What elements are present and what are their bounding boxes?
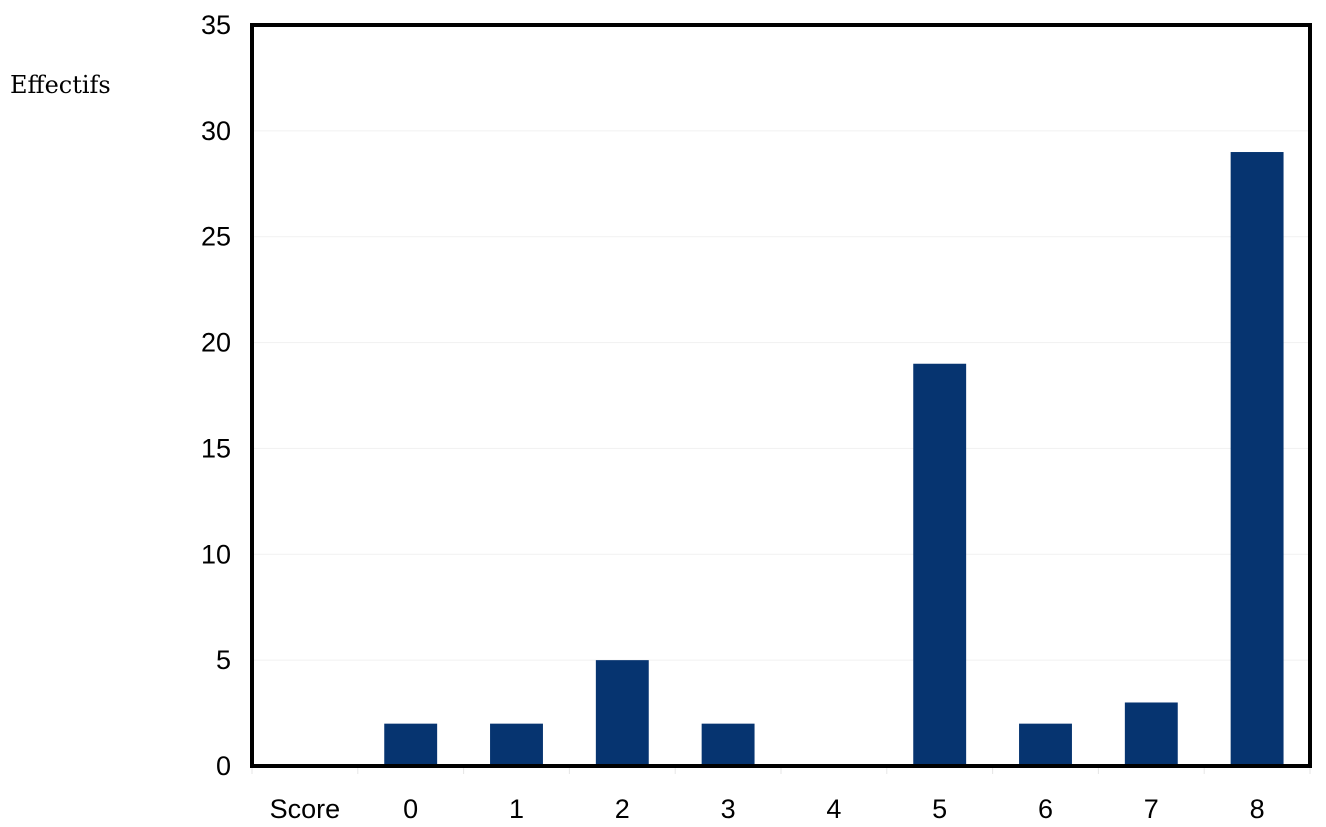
y-tick-label: 30: [201, 116, 231, 146]
bar-3: [701, 723, 755, 766]
x-tick-label: 5: [932, 794, 947, 824]
y-tick-label: 25: [201, 222, 231, 252]
x-tick-label: 2: [615, 794, 630, 824]
y-axis-label: Effectifs: [10, 71, 111, 99]
x-tick-label: 6: [1038, 794, 1053, 824]
bar-5: [913, 363, 967, 766]
bar-2: [595, 660, 649, 766]
plot-border: [250, 23, 1312, 768]
bar-0: [384, 723, 438, 766]
bar-7: [1124, 702, 1178, 766]
plot-frame: [250, 23, 1312, 768]
x-tick-label: 1: [509, 794, 524, 824]
y-tick-labels: 0 5 10 15 20 25 30 35: [201, 10, 231, 781]
x-tick-label: 0: [403, 794, 418, 824]
y-tick-label: 5: [216, 645, 231, 675]
x-tick-label: 4: [826, 794, 841, 824]
x-tick-label: Score: [270, 794, 341, 824]
y-tick-label: 35: [201, 10, 231, 40]
gridlines: [251, 24, 1311, 774]
y-tick-label: 10: [201, 539, 231, 569]
x-tick-label: 3: [721, 794, 736, 824]
bar-6: [1019, 723, 1072, 766]
y-tick-label: 15: [201, 433, 231, 463]
y-tick-label: 0: [216, 751, 231, 781]
x-tick-label: 8: [1250, 794, 1265, 824]
bar-8: [1230, 152, 1284, 766]
x-tick-labels: Score 0 1 2 3 4 5 6 7 8: [270, 794, 1265, 824]
y-tick-label: 20: [201, 328, 231, 358]
x-tick-label: 7: [1144, 794, 1159, 824]
bars: [384, 152, 1284, 766]
bar-1: [490, 723, 543, 766]
